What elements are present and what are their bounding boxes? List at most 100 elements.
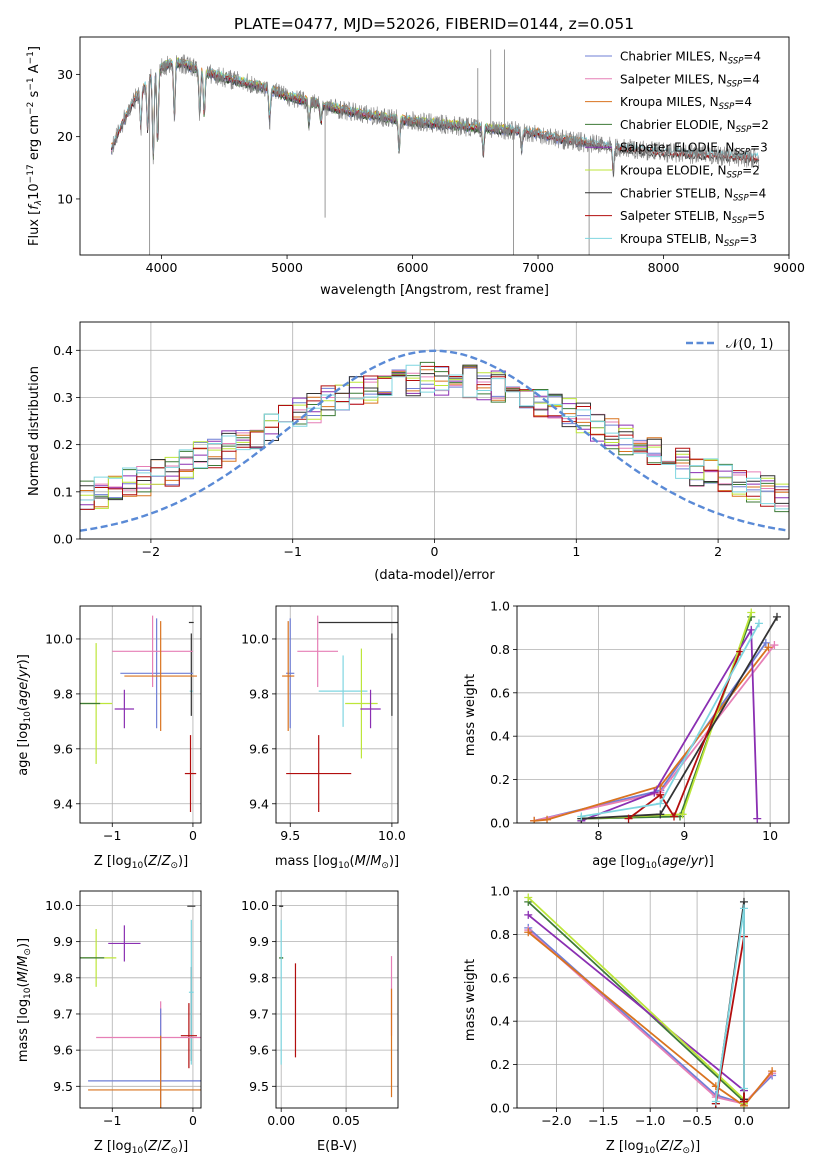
x-axis-label: Z [log10(Z/Z⊙)]: [94, 854, 188, 871]
y-tick-label: 0.2: [490, 1057, 510, 1072]
x-tick-label: 0: [189, 1113, 197, 1128]
residuals-frame: [79, 321, 790, 540]
mass-vs-EBV-axes: 0.00 0.05 9.5 9.6 9.7 9.8 9.9 10.0: [241, 891, 398, 1128]
mass-weight-marker: [650, 788, 659, 797]
y-tick-label: 9.8: [249, 686, 269, 701]
x-tick-label: 5000: [271, 260, 303, 275]
age-vs-Z-axes: −1 0 9.4 9.6 9.8 10.0: [45, 606, 201, 843]
x-axis-label: wavelength [Angstrom, rest frame]: [320, 283, 549, 298]
y-tick-label: 9.4: [249, 796, 269, 811]
error-bar-point: [318, 655, 368, 727]
x-axis-label: age [log10(age/yr)]: [592, 854, 714, 871]
mass-weight-marker: [524, 928, 533, 937]
x-axis-label: E(B-V): [317, 1139, 357, 1154]
mass-weight-marker: [770, 641, 779, 650]
x-tick-label: 0.00: [267, 1113, 295, 1128]
x-tick-label: −1.5: [588, 1113, 618, 1128]
y-tick-label: 0.2: [53, 437, 73, 452]
mass-weight-marker: [761, 638, 770, 647]
y-axis-label: mass [log10(M/M⊙)]: [16, 938, 33, 1062]
y-tick-label: 0.4: [53, 343, 73, 358]
age-vs-mass-points: [282, 615, 398, 813]
x-tick-label: 8: [595, 828, 603, 843]
x-tick-label: 9000: [773, 260, 805, 275]
mass-weight-marker: [747, 608, 756, 617]
y-tick-label: 9.8: [53, 970, 73, 985]
mass-weight-line: [581, 616, 778, 820]
age-vs-Z-points: [80, 615, 197, 813]
mass-weight-marker: [772, 612, 781, 621]
y-axis-label: mass weight: [463, 959, 478, 1041]
spectrum-legend: Chabrier MILES, NSSP=4 Salpeter MILES, NS…: [585, 50, 769, 249]
error-bar-point: [88, 1035, 201, 1108]
mass-weight-marker: [524, 893, 533, 902]
y-tick-label: 9.4: [53, 796, 73, 811]
y-axis-label: age [log10(age/yr)]: [16, 654, 33, 776]
residuals-axes: −2 −1 0 1 2 0.0 0.1 0.2 0.3 0.4: [53, 322, 789, 559]
y-tick-label: 0.8: [490, 642, 510, 657]
mass-weight-vs-age-frame: [516, 605, 790, 824]
mass-vs-EBV-points: [279, 905, 393, 1098]
error-bar-point: [180, 1003, 197, 1069]
y-tick-label: 9.9: [53, 934, 73, 949]
age-vs-Z-frame: [79, 605, 202, 824]
mass-weight-marker: [768, 1067, 777, 1076]
y-tick-label: 9.9: [249, 934, 269, 949]
y-tick-label: 10.0: [45, 631, 73, 646]
y-tick-label: 1.0: [490, 599, 510, 614]
x-axis-label: Z [log10(Z/Z⊙)]: [606, 1139, 700, 1156]
y-tick-label: 9.6: [53, 1043, 73, 1058]
mass-weight-marker: [678, 810, 687, 819]
x-tick-label: −1.0: [635, 1113, 665, 1128]
error-bar-point: [124, 621, 197, 731]
y-tick-label: 0.4: [490, 729, 510, 744]
error-bar-point: [114, 689, 135, 729]
y-tick-label: 9.6: [249, 741, 269, 756]
mass-weight-marker: [739, 1097, 748, 1106]
spectrum-axes: 4000 5000 6000 7000 8000 9000 10 20 30: [57, 67, 805, 275]
mass-weight-line: [581, 622, 760, 818]
x-tick-label: 8000: [648, 260, 680, 275]
legend-label: Chabrier STELIB, NSSP=4: [620, 186, 766, 203]
y-tick-label: 0.6: [490, 970, 510, 985]
y-tick-label: 9.5: [249, 1079, 269, 1094]
y-tick-label: 0.1: [53, 484, 73, 499]
x-tick-label: 0.0: [734, 1113, 754, 1128]
x-axis-label: (data-model)/error: [374, 568, 495, 583]
x-tick-label: −1: [283, 544, 301, 559]
x-tick-label: −2.0: [541, 1113, 571, 1128]
mass-weight-marker: [577, 812, 586, 821]
y-tick-label: 30: [57, 67, 73, 82]
age-vs-mass-axes: 9.5 10.0 9.4 9.6 9.8 10.0: [241, 606, 406, 843]
mass-weight-marker: [624, 814, 633, 823]
spectrum-model-line: [111, 58, 593, 156]
y-tick-label: 10: [57, 191, 73, 206]
x-tick-label: 2: [714, 544, 722, 559]
spectrum-model-line: [111, 57, 593, 155]
x-tick-label: 6000: [397, 260, 429, 275]
spectrum-observed-line: [111, 54, 760, 178]
mass-weight-marker: [764, 643, 773, 652]
y-tick-label: 9.8: [249, 970, 269, 985]
y-tick-label: 0.0: [490, 816, 510, 831]
x-tick-label: 7000: [522, 260, 554, 275]
error-bar-point: [286, 618, 295, 729]
figure-title: PLATE=0477, MJD=52026, FIBERID=0144, z=0…: [234, 15, 634, 33]
mass-weight-line: [581, 612, 753, 820]
mass-weight-vs-Z-frame: [516, 890, 790, 1109]
mass-vs-Z-frame: [79, 890, 202, 1109]
mass-weight-vs-Z-lines: [524, 893, 777, 1108]
gaussian-curve: [80, 349, 789, 532]
mass-weight-line: [527, 914, 745, 1104]
error-bar-point: [120, 618, 193, 729]
x-axis-label: mass [log10(M/M⊙)]: [275, 854, 399, 871]
error-bar-point: [184, 735, 197, 813]
residual-histograms: [80, 349, 789, 532]
legend-label: Chabrier MILES, NSSP=4: [620, 50, 761, 67]
error-bar-point: [345, 648, 378, 759]
legend-label: Kroupa MILES, NSSP=4: [620, 95, 752, 112]
mass-weight-line: [714, 908, 745, 1102]
y-tick-label: 10.0: [241, 631, 269, 646]
mass-vs-Z-axes: −1 0 9.5 9.6 9.7 9.8 9.9 10.0: [45, 891, 201, 1128]
